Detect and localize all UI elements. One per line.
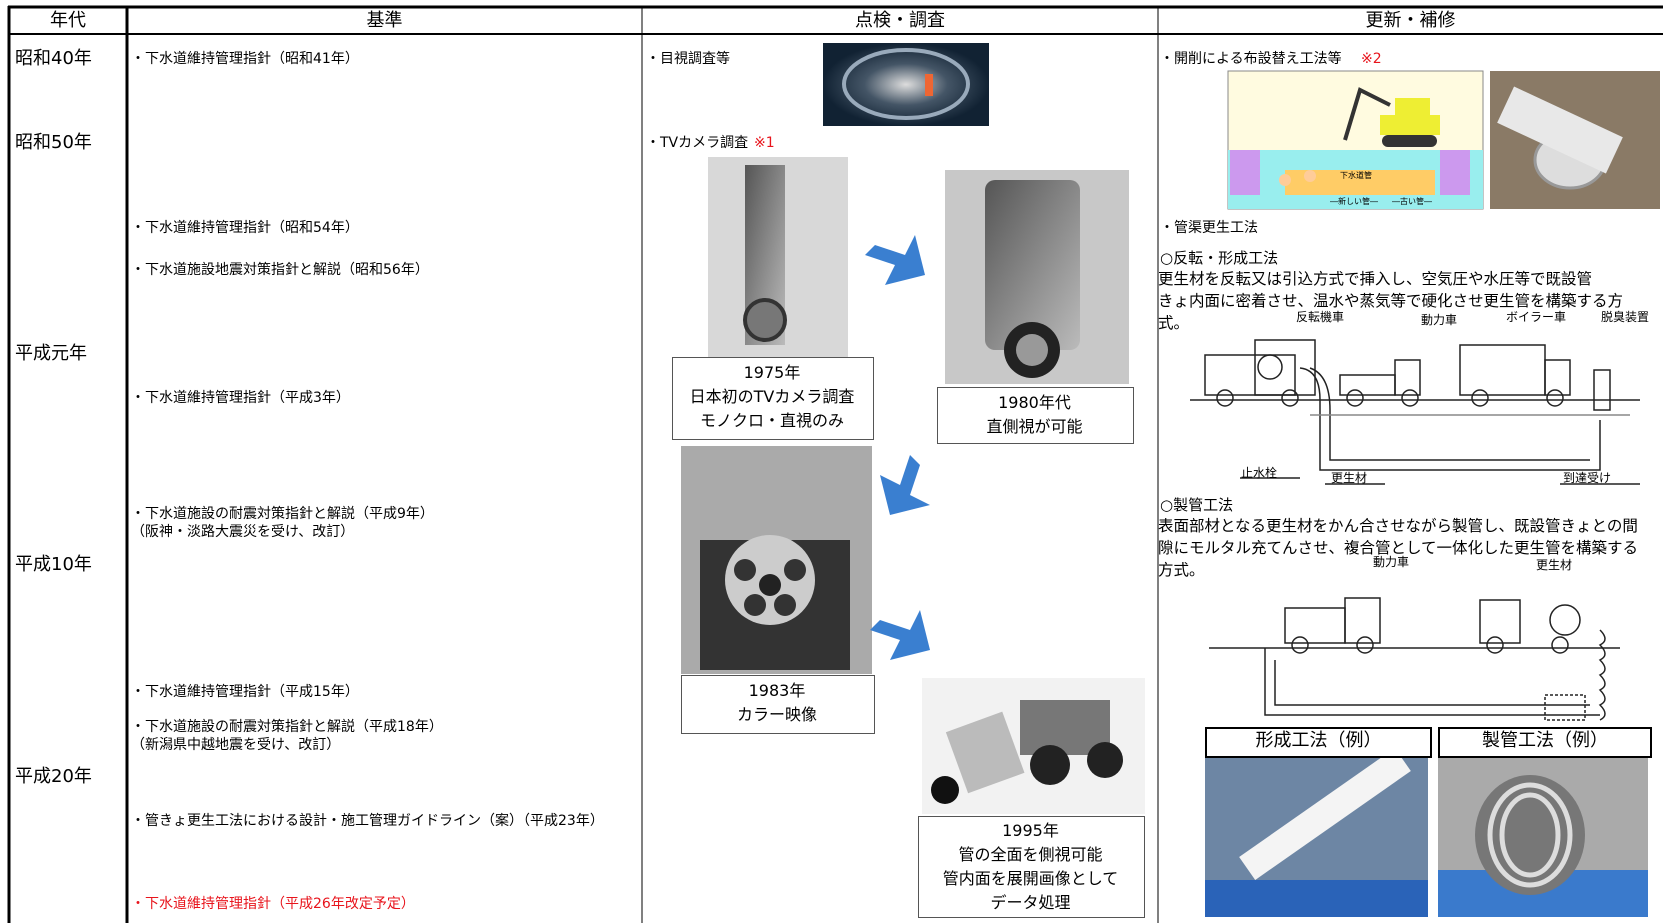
method-description: きょ内面に密着させ、温水や蒸気等で硬化させ更生管を構築する方	[1158, 292, 1624, 310]
standard-text: ・下水道維持管理指針（平成3年）	[131, 390, 350, 406]
method-name: ○反転・形成工法	[1160, 249, 1279, 267]
camera-caption: 管の全面を側視可能	[958, 845, 1103, 864]
method-name: ○製管工法	[1160, 496, 1234, 514]
camera-photo	[922, 678, 1145, 814]
camera-caption: 1980年代	[998, 393, 1071, 412]
standard-text: ・下水道施設地震対策指針と解説（昭和56年）	[131, 262, 429, 278]
camera-caption: 日本初のTVカメラ調査	[689, 387, 855, 406]
camera-caption: 1983年	[748, 681, 806, 700]
method-description: 式。	[1158, 314, 1190, 332]
example-photo	[1438, 755, 1648, 917]
diagram-label: 更生材	[1536, 558, 1573, 572]
camera-caption: データ処理	[990, 893, 1071, 912]
era-label: 平成10年	[15, 554, 92, 575]
arrow	[865, 235, 930, 660]
era-label: 平成20年	[15, 766, 92, 787]
planned-standard: ・下水道維持管理指針（平成26年改定予定）	[131, 896, 415, 912]
camera-photo	[945, 170, 1129, 384]
sewer-photo	[823, 43, 989, 126]
caption-box	[672, 357, 874, 440]
item-label: ・目視調査等	[646, 51, 730, 67]
caption-box	[1438, 727, 1652, 758]
era-label: 昭和40年	[15, 48, 92, 69]
note-mark: ※1	[754, 135, 775, 151]
standard-text: ・下水道維持管理指針（昭和41年）	[131, 51, 359, 67]
example-photo	[1205, 748, 1428, 917]
camera-photo	[681, 446, 872, 674]
standard-text: （阪神・淡路大震災を受け、改訂）	[131, 524, 355, 540]
caption-box	[681, 675, 875, 734]
diagram-label: 反転機車	[1296, 310, 1345, 324]
column-header: 点検・調査	[855, 10, 945, 31]
camera-caption: 1995年	[1002, 821, 1059, 840]
standard-text: （新潟県中越地震を受け、改訂）	[131, 737, 341, 753]
standard-text: ・下水道維持管理指針（昭和54年）	[131, 220, 359, 236]
open-cut-photo	[1490, 71, 1660, 209]
figure-label: ―新しい管―	[1330, 197, 1378, 206]
caption-box	[1205, 727, 1432, 758]
diagram-label: 到達受け	[1563, 471, 1612, 485]
figure-label: ―古い管―	[1392, 197, 1432, 206]
note-mark: ※2	[1361, 51, 1382, 67]
table-grid	[7, 5, 1663, 923]
spiral-diagram	[1209, 597, 1620, 721]
diagram-label: 更生材	[1331, 471, 1368, 485]
item-label: ・TVカメラ調査	[646, 135, 749, 151]
camera-caption: カラー映像	[736, 705, 817, 724]
method-description: 隙にモルタル充てんさせ、複合管として一体化した更生管を構築する	[1158, 539, 1639, 557]
standard-text: ・管きょ更生工法における設計・施工管理ガイドライン（案）（平成23年）	[131, 813, 604, 829]
caption-box	[918, 816, 1145, 918]
method-description: 方式。	[1158, 561, 1205, 579]
era-label: 昭和50年	[15, 132, 92, 153]
method-description: 更生材を反転又は引込方式で挿入し、空気圧や水圧等で既設管	[1158, 270, 1593, 288]
era-label: 平成元年	[15, 343, 87, 364]
method-description: 表面部材となる更生材をかん合させながら製管し、既設管きょとの間	[1158, 517, 1638, 535]
column-header: 更新・補修	[1365, 10, 1456, 31]
diagram-label: ボイラー車	[1506, 310, 1567, 324]
column-header: 年代	[50, 10, 86, 31]
figure-label: 下水道管	[1340, 171, 1372, 180]
diagram-label: 動力車	[1373, 555, 1410, 569]
camera-caption: 1975年	[743, 363, 801, 382]
diagram-label: 脱臭装置	[1601, 310, 1650, 324]
column-header: 基準	[366, 10, 403, 31]
camera-caption: モノクロ・直視のみ	[699, 411, 844, 430]
example-caption: 形成工法（例）	[1255, 730, 1382, 751]
standard-text: ・下水道施設の耐震対策指針と解説（平成9年）	[131, 506, 434, 522]
open-cut-illustration	[1227, 70, 1484, 210]
example-caption: 製管工法（例）	[1482, 730, 1608, 751]
item-label: ・開削による布設替え工法等	[1160, 51, 1342, 67]
standard-text: ・下水道維持管理指針（平成15年）	[131, 684, 359, 700]
diagram-label: 止水栓	[1241, 466, 1278, 480]
item-label: ・管渠更生工法	[1160, 220, 1258, 236]
camera-caption: 直側視が可能	[986, 417, 1083, 436]
standard-text: ・下水道施設の耐震対策指針と解説（平成18年）	[131, 719, 443, 735]
diagram-label: 動力車	[1421, 313, 1458, 327]
camera-photo	[708, 157, 848, 360]
camera-caption: 管内面を展開画像として	[942, 869, 1119, 888]
inversion-diagram	[1190, 339, 1640, 485]
caption-box	[937, 387, 1134, 444]
